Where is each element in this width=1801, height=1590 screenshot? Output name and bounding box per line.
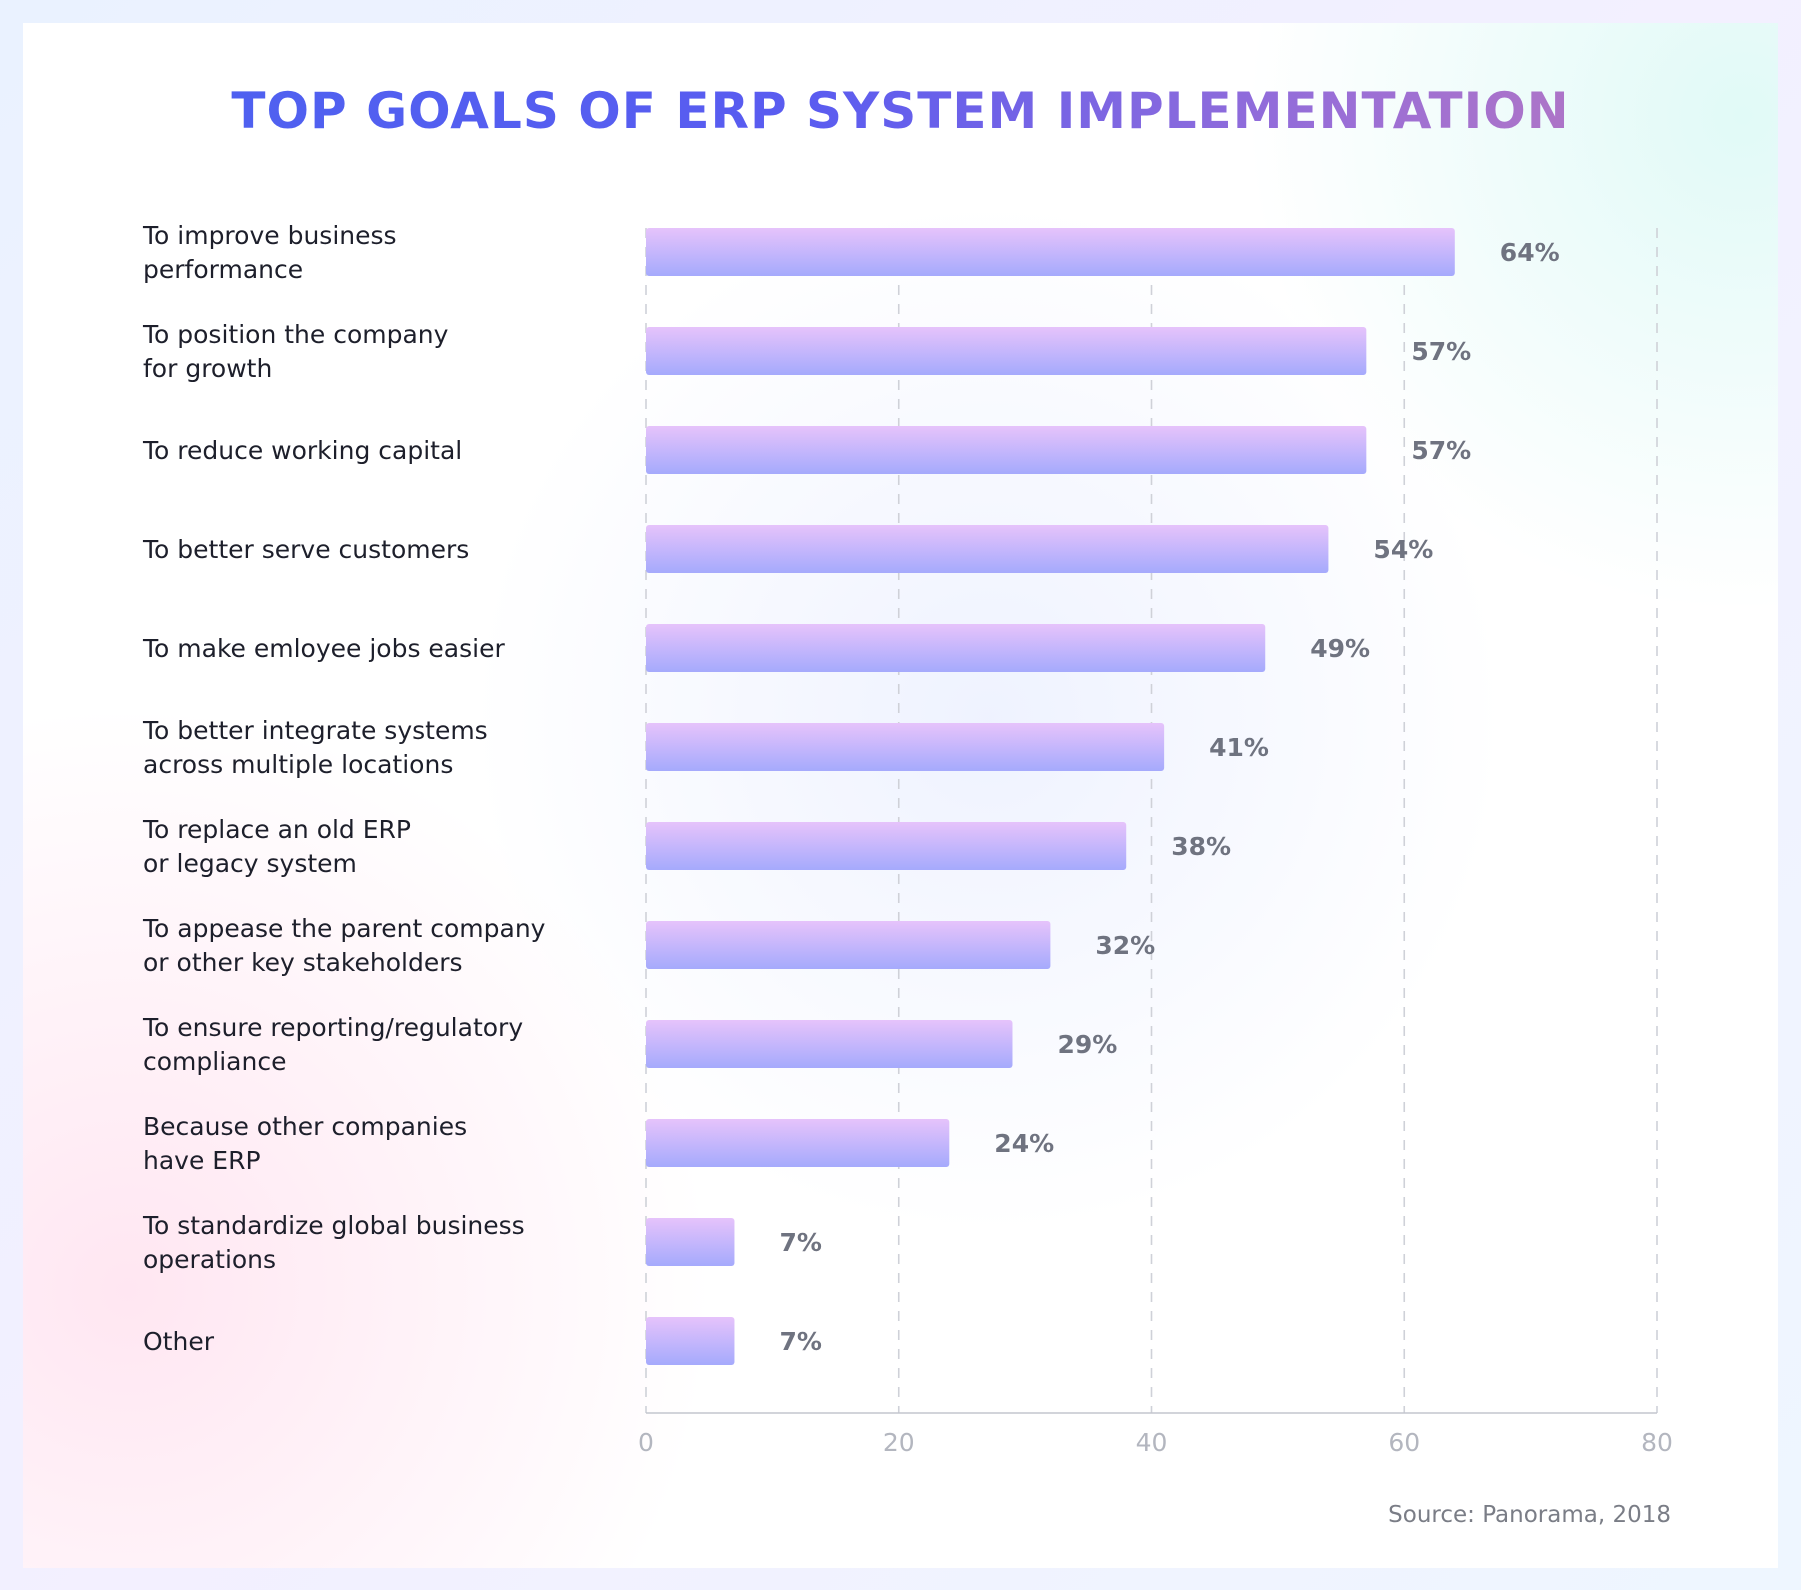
category-label: To appease the parent company or other ke… xyxy=(142,914,546,977)
value-label: 57% xyxy=(1411,337,1471,366)
category-label-line: Because other companies xyxy=(143,1112,467,1141)
bar xyxy=(646,327,1367,375)
category-label-line: To standardize global business xyxy=(142,1211,525,1240)
x-axis-ticks: 0 20 40 60 80 xyxy=(638,1428,1673,1457)
value-label: 57% xyxy=(1411,436,1471,465)
category-label: To better serve customers xyxy=(142,535,469,564)
category-label-line: To position the company xyxy=(142,320,449,349)
category-label-line: or other key stakeholders xyxy=(143,948,463,977)
bar xyxy=(646,822,1127,870)
value-label: 29% xyxy=(1057,1030,1117,1059)
category-label-line: To better integrate systems xyxy=(142,716,488,745)
source-note: Source: Panorama, 2018 xyxy=(1388,1502,1671,1528)
bar xyxy=(646,1020,1013,1068)
bar xyxy=(646,426,1367,474)
category-label-line: performance xyxy=(143,255,303,284)
category-label: Other xyxy=(143,1327,215,1356)
bar xyxy=(646,1119,950,1167)
value-label: 49% xyxy=(1310,634,1370,663)
bar xyxy=(646,1317,735,1365)
chart-title: TOP GOALS OF ERP SYSTEM IMPLEMENTATION xyxy=(0,82,1801,140)
category-label-line: operations xyxy=(143,1245,276,1274)
bar xyxy=(646,723,1165,771)
category-label-line: To replace an old ERP xyxy=(142,815,411,844)
bars xyxy=(646,228,1455,1365)
category-label-line: To ensure reporting/regulatory xyxy=(142,1013,523,1042)
category-label-line: or legacy system xyxy=(143,849,357,878)
value-label: 7% xyxy=(779,1228,821,1257)
x-tick-label: 20 xyxy=(883,1428,915,1457)
x-tick-label: 80 xyxy=(1641,1428,1673,1457)
category-label: Because other companies have ERP xyxy=(143,1112,467,1175)
value-label: 7% xyxy=(779,1327,821,1356)
bar xyxy=(646,921,1051,969)
category-label-line: To better serve customers xyxy=(142,535,469,564)
category-label-line: compliance xyxy=(143,1047,286,1076)
category-label-line: To improve business xyxy=(142,221,397,250)
x-tick-label: 60 xyxy=(1388,1428,1420,1457)
category-label: To reduce working capital xyxy=(142,436,462,465)
category-label-line: have ERP xyxy=(143,1146,261,1175)
category-label-line: across multiple locations xyxy=(143,750,453,779)
bar xyxy=(646,525,1329,573)
grid-lines xyxy=(645,228,1658,1414)
category-label: To ensure reporting/regulatory compliance xyxy=(142,1013,523,1076)
chart-card xyxy=(23,23,1778,1568)
category-labels: To improve business performance To positio… xyxy=(142,221,546,1356)
category-label-line: To reduce working capital xyxy=(142,436,462,465)
category-label: To standardize global business operations xyxy=(142,1211,525,1274)
category-label-line: To appease the parent company xyxy=(142,914,546,943)
bar xyxy=(646,1218,735,1266)
category-label: To make emloyee jobs easier xyxy=(142,634,505,663)
value-label: 38% xyxy=(1171,832,1231,861)
x-tick-label: 40 xyxy=(1136,1428,1168,1457)
value-label: 54% xyxy=(1373,535,1433,564)
x-tick-label: 0 xyxy=(638,1428,654,1457)
value-label: 64% xyxy=(1500,238,1560,267)
bar xyxy=(646,624,1266,672)
value-label: 32% xyxy=(1095,931,1155,960)
value-labels: 64% 57% 57% 54% 49% 41% 38% 32% 29% 24% 7% 7% xyxy=(779,238,1559,1356)
category-label: To replace an old ERP or legacy system xyxy=(142,815,411,878)
bar xyxy=(646,228,1455,276)
category-label: To improve business performance xyxy=(142,221,397,284)
category-label: To position the company for growth xyxy=(142,320,449,383)
category-label-line: To make emloyee jobs easier xyxy=(142,634,505,663)
category-label-line: for growth xyxy=(143,354,272,383)
value-label: 41% xyxy=(1209,733,1269,762)
category-label: To better integrate systems across multip… xyxy=(142,716,488,779)
value-label: 24% xyxy=(994,1129,1054,1158)
category-label-line: Other xyxy=(143,1327,215,1356)
